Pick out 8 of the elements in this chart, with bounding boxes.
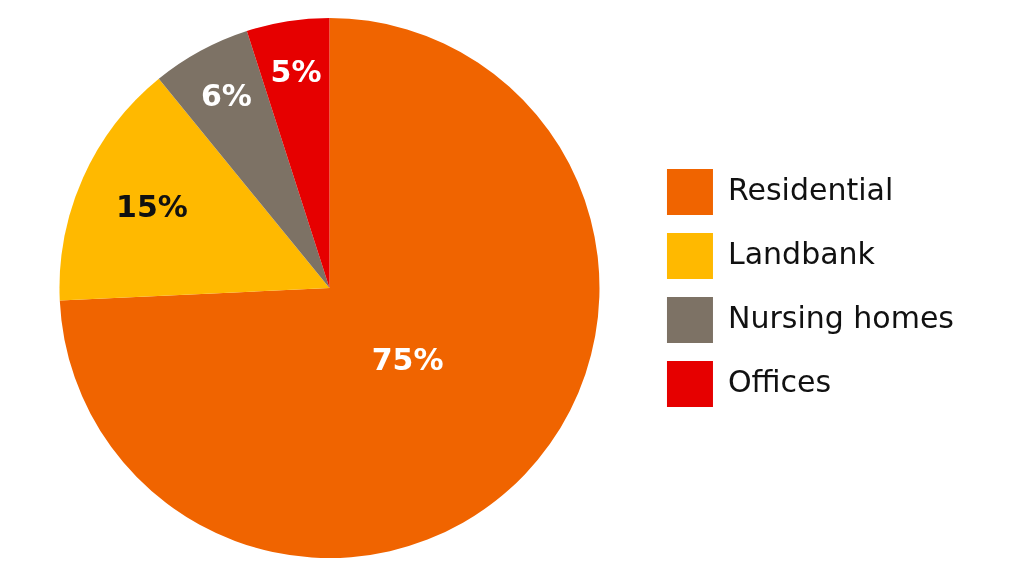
legend-label: Landbank [727,235,876,271]
data-label: 6% [200,78,252,113]
data-label: 15% [116,188,188,224]
legend-label: Offices [727,363,832,399]
legend-label: Nursing homes [727,299,955,335]
data-label: 75% [371,342,444,378]
data-label: 5% [270,54,322,90]
legend-label: Residential [727,171,894,207]
